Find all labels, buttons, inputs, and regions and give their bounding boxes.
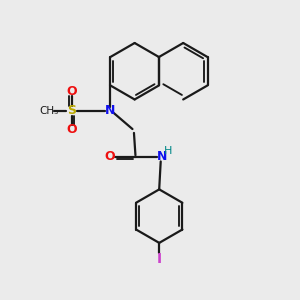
Text: S: S (67, 104, 76, 117)
Text: O: O (66, 85, 77, 98)
Text: CH₃: CH₃ (40, 106, 59, 116)
Text: I: I (157, 252, 162, 266)
Text: O: O (105, 150, 116, 163)
Text: O: O (66, 123, 77, 136)
Text: N: N (105, 104, 116, 117)
Text: N: N (157, 150, 167, 163)
Text: H: H (164, 146, 172, 156)
